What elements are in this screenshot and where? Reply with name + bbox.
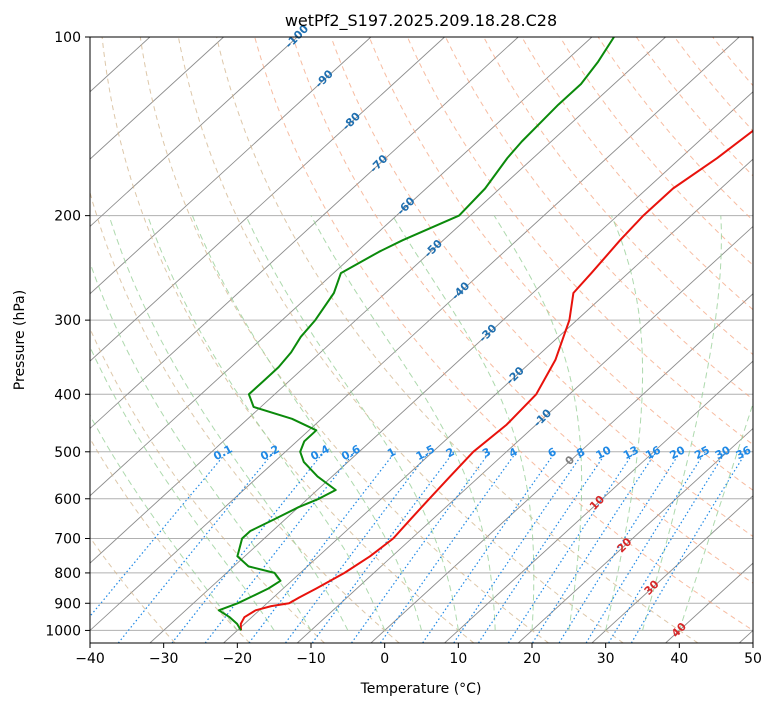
x-tick-label: 10: [449, 651, 467, 667]
y-tick-label: 200: [54, 209, 81, 225]
plot-background-layer: [90, 37, 753, 643]
x-tick-label: 50: [744, 651, 762, 667]
y-tick-label: 100: [54, 30, 81, 46]
y-tick-label: 300: [54, 313, 81, 329]
x-tick-label: 30: [597, 651, 615, 667]
y-tick-label: 500: [54, 445, 81, 461]
chart-title: wetPf2_S197.2025.209.18.28.C28: [285, 11, 557, 31]
y-tick-label: 400: [54, 387, 81, 403]
y-tick-label: 800: [54, 566, 81, 582]
x-tick-label: −10: [296, 651, 326, 667]
x-tick-label: −30: [149, 651, 179, 667]
x-tick-label: −40: [75, 651, 105, 667]
x-axis-title: Temperature (°C): [360, 681, 482, 697]
plot-area-background: [90, 37, 753, 643]
dry-adiabat: [751, 37, 775, 643]
isotherm-line: [0, 37, 3, 643]
y-axis-title: Pressure (hPa): [12, 290, 28, 390]
x-axis-ticks: −40 −30 −20 −10 0 10 20 30 40 50: [75, 643, 762, 667]
y-tick-label: 900: [54, 596, 81, 612]
x-tick-label: 40: [670, 651, 688, 667]
y-tick-label: 700: [54, 532, 81, 548]
y-axis-ticks: 100 200 300 400 500 600 700 800 900 1000: [45, 30, 90, 639]
x-tick-label: 0: [380, 651, 389, 667]
y-tick-label: 600: [54, 492, 81, 508]
y-tick-label: 1000: [45, 623, 81, 639]
x-tick-label: −20: [223, 651, 253, 667]
x-tick-label: 20: [523, 651, 541, 667]
